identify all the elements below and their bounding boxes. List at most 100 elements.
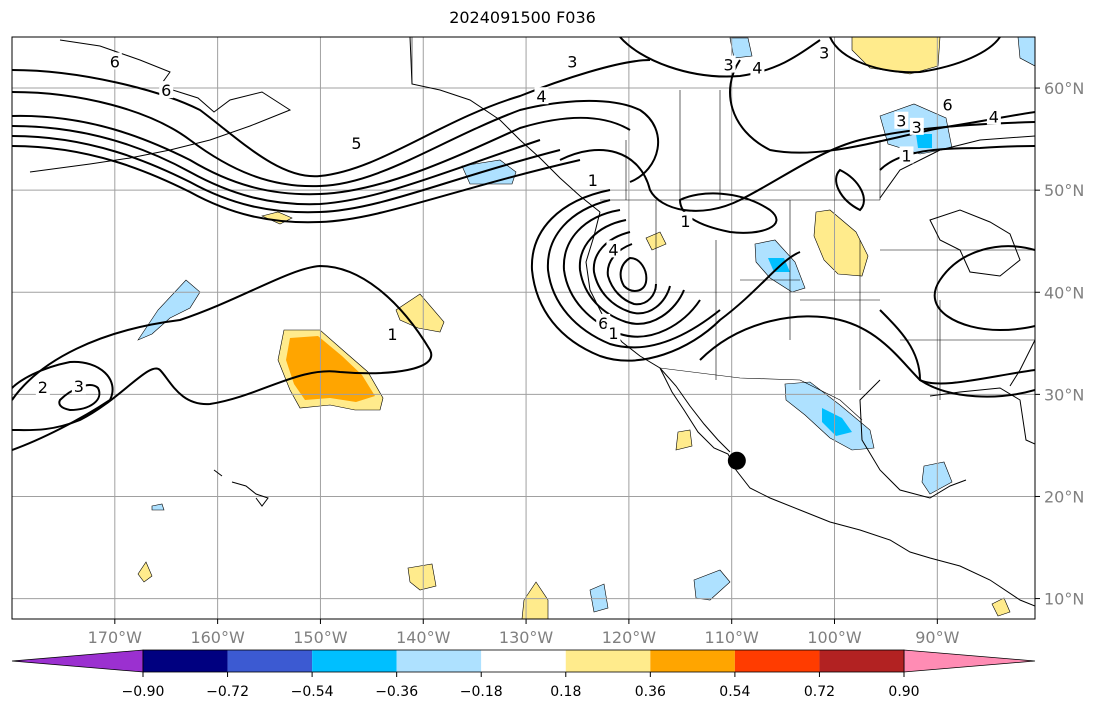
colorbar-outline (142, 649, 905, 673)
contour-label-bg (909, 117, 924, 135)
blue-patch-hudson-core (916, 134, 932, 148)
latitude-labels: 10°N 20°N 30°N 40°N 50°N 60°N (1035, 79, 1084, 609)
contour-label-bg (606, 324, 621, 342)
contour-label: 4 (536, 87, 546, 106)
contour-ridge-2 (678, 192, 778, 234)
colorbar-segment (819, 650, 904, 672)
contour-north-pacific-1 (12, 59, 651, 178)
contour-label: 3 (74, 377, 84, 396)
lon-tick-label: 170°W (88, 628, 143, 647)
contour-label: 5 (351, 134, 361, 153)
blue-patch-gulf-core (822, 408, 852, 436)
lon-tick-label: 160°W (190, 628, 245, 647)
colorbar-extend-min (11, 649, 144, 673)
contour-north-1 (619, 37, 821, 78)
mexico-west-coast (735, 469, 1035, 607)
lat-tick-label: 60°N (1044, 79, 1084, 98)
alaska-panhandle-coast (409, 37, 601, 213)
yellow-patch-south-1 (407, 563, 437, 591)
colorbar-segment (650, 650, 735, 672)
colorbar-tick-label: 0.54 (719, 684, 750, 700)
contour-east-2 (835, 168, 865, 212)
contour-label: 1 (608, 324, 618, 343)
alaska-coast (29, 39, 292, 173)
colorbar-segment (396, 650, 482, 672)
us-east-coast (1009, 339, 1035, 387)
colorbar-tick-label: 0.36 (635, 684, 666, 700)
contour-cutoff-4 (578, 219, 685, 325)
contour-label-bg (606, 240, 621, 258)
colorbar-segment (312, 650, 397, 672)
blue-patch-south-3 (151, 503, 165, 511)
blue-patch-south-1 (693, 569, 731, 601)
contour-label: 4 (752, 59, 762, 78)
colorbar-segment (481, 650, 566, 672)
contour-label: 6 (110, 53, 120, 72)
contour-label: 3 (819, 43, 829, 62)
lon-tick-label: 130°W (499, 628, 554, 647)
colorbar: −0.90 −0.72 −0.54 −0.36 −0.18 0.18 0.36 0.54 0.7… (11, 649, 1036, 700)
contour-north-pacific-5 (12, 135, 561, 214)
colorbar-tick-label: 0.18 (550, 684, 581, 700)
gulf-coast (859, 379, 967, 499)
orange-anomaly-core (286, 336, 375, 402)
colorbar-tick-label: −0.18 (460, 684, 503, 700)
contour-north-pacific-6 (12, 145, 581, 224)
lon-tick-label: 150°W (293, 628, 348, 647)
contour-label-bg (986, 107, 1001, 125)
yellow-patch-south-3 (137, 561, 153, 583)
us-west-coast (585, 211, 731, 453)
contour-label-bg (940, 95, 955, 113)
contour-label-bg (585, 170, 600, 188)
contour-southeast-2 (879, 309, 1035, 385)
lon-tick-label: 110°W (705, 628, 760, 647)
lat-tick-label: 30°N (1044, 385, 1084, 404)
contour-label-bg (159, 81, 174, 99)
contour-north-pacific-3 (12, 114, 631, 196)
great-lakes (929, 209, 1021, 277)
contour-label-bg (721, 55, 736, 73)
lat-tick-label: 20°N (1044, 487, 1084, 506)
colorbar-segment (565, 650, 651, 672)
contour-label: 3 (896, 112, 906, 131)
contour-cutoff-5 (592, 231, 671, 315)
colorbar-tick-label: −0.90 (122, 684, 165, 700)
contour-label: 1 (387, 325, 397, 344)
lon-tick-label: 100°W (807, 628, 862, 647)
contour-label-bg (385, 325, 400, 343)
contour-north-2 (829, 37, 1001, 74)
colorbar-segment (143, 650, 228, 672)
colorbar-tick-label: −0.54 (291, 684, 334, 700)
contour-label-bg (349, 134, 364, 152)
yellow-patch-140w (395, 293, 445, 333)
contour-label-bg (565, 52, 580, 70)
contour-label: 6 (943, 95, 953, 114)
contour-cutoff-2 (546, 199, 721, 349)
yellow-patch-baja (675, 429, 693, 451)
blue-patch-north-1 (729, 37, 753, 59)
contour-label: 3 (567, 53, 577, 72)
colorbar-tick-label: −0.36 (375, 684, 418, 700)
colorbar-extend-max (903, 649, 1036, 673)
lat-tick-label: 50°N (1044, 181, 1084, 200)
political-borders (411, 37, 1035, 421)
contour-label-bg (817, 43, 832, 61)
contour-label-bg (750, 58, 765, 76)
contour-label-bg (35, 378, 50, 396)
lon-tick-label: 140°W (396, 628, 451, 647)
coastlines (29, 37, 1035, 607)
baja-peninsula (659, 367, 737, 471)
contour-subtropical-2 (12, 360, 114, 451)
contour-label: 6 (598, 314, 608, 333)
contour-north-pacific-4 (12, 125, 541, 206)
contour-label: 4 (989, 108, 999, 127)
lon-tick-label: 120°W (602, 628, 657, 647)
canada-provinces (625, 90, 881, 200)
map-frame (11, 36, 1036, 620)
blue-patch-north-2 (1017, 37, 1035, 67)
yellow-patch-south-2 (521, 581, 549, 619)
contour-cutoff-outer (530, 189, 801, 362)
longitude-labels: 170°W 160°W 150°W 140°W 130°W 120°W 110°W 100°W… (88, 619, 960, 647)
hawaii-islands (213, 469, 269, 507)
